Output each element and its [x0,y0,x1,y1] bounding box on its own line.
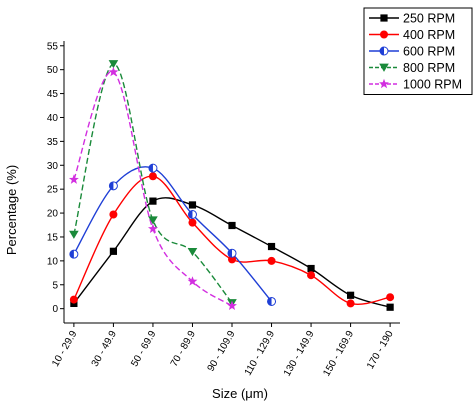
y-tick-label: 20 [47,209,59,220]
data-point-250-rpm [307,264,315,273]
data-point-800-rpm [69,230,79,239]
data-point-400-rpm [109,210,118,219]
data-point-400-rpm [228,255,236,264]
x-tick-label: 130 - 149.9 [282,329,317,379]
data-point-400-rpm [307,271,316,280]
data-point-400-rpm [346,299,355,308]
y-tick-label: 55 [47,41,59,52]
x-tick-label: 90 - 109.9 [206,329,238,374]
data-point-1000-rpm [68,174,79,184]
data-point-250-rpm [188,201,197,209]
plot-markers [68,60,395,311]
y-tick-label: 50 [47,65,59,76]
data-point-1000-rpm [108,66,119,77]
x-tick-label: 150 - 169.9 [321,329,356,379]
data-point-400-rpm [69,295,78,304]
data-point-250-rpm [386,303,394,311]
data-point-400-rpm [188,218,197,227]
plot-lines [73,63,391,308]
legend-marker-250-rpm [380,14,388,22]
legend-label-250-rpm: 250 RPM [403,12,455,26]
data-point-600-rpm [227,248,237,258]
data-point-800-rpm [108,60,119,69]
y-tick-label: 15 [47,232,59,243]
y-tick-label: 35 [47,137,59,148]
legend-marker-400-rpm [380,30,388,39]
y-tick-label: 45 [47,89,59,100]
data-point-600-rpm [69,249,79,259]
axes: 0 5 10 15 20 25 30 35 40 45 50 55 10 - 29.9 30 - 49.9… [47,41,400,378]
legend: 250 RPM 400 RPM 600 RPM 800 RPM 1000 RPM [363,7,473,95]
legend-label-600-rpm: 600 RPM [403,45,455,59]
data-point-250-rpm [228,221,236,230]
data-point-250-rpm [346,291,355,299]
data-point-400-rpm [386,293,395,302]
legend-marker-1000-rpm [379,78,389,89]
x-tick-label: 10 - 29.9 [50,329,79,369]
x-axis-label: Size (μm) [212,386,268,401]
x-tick-label: 30 - 49.9 [90,329,119,369]
legend-marker-600-rpm [379,46,389,56]
data-point-250-rpm [149,197,157,205]
data-point-250-rpm [267,242,276,251]
data-point-1000-rpm [227,300,237,310]
data-point-800-rpm [148,216,158,225]
x-tick-label: 70 - 89.9 [169,329,198,369]
y-tick-label: 40 [47,113,59,124]
y-tick-label: 5 [52,280,58,291]
y-tick-label: 10 [47,256,59,267]
data-point-800-rpm [187,247,198,257]
legend-label-800-rpm: 800 RPM [403,61,455,75]
legend-label-1000-rpm: 1000 RPM [403,78,462,92]
series-line-1000-rpm [73,71,233,307]
data-point-600-rpm [108,181,118,191]
x-tick-label: 50 - 69.9 [129,329,158,369]
data-point-1000-rpm [187,276,198,286]
y-tick-label: 25 [47,185,59,196]
data-point-1000-rpm [148,223,158,234]
data-point-400-rpm [148,172,157,181]
data-point-400-rpm [267,256,276,265]
series-line-800-rpm [73,63,233,304]
y-axis-label: Percentage (%) [4,165,19,255]
data-point-600-rpm [148,163,158,173]
x-tick-label: 110 - 129.9 [243,329,278,378]
y-tick-label: 30 [47,161,59,172]
data-point-600-rpm [187,210,197,220]
data-point-250-rpm [109,247,118,255]
legend-marker-800-rpm [379,63,389,72]
data-point-600-rpm [267,296,277,306]
x-tick-label: 170 - 190 [365,329,396,371]
legend-label-400-rpm: 400 RPM [403,28,455,42]
y-tick-label: 0 [52,304,58,315]
